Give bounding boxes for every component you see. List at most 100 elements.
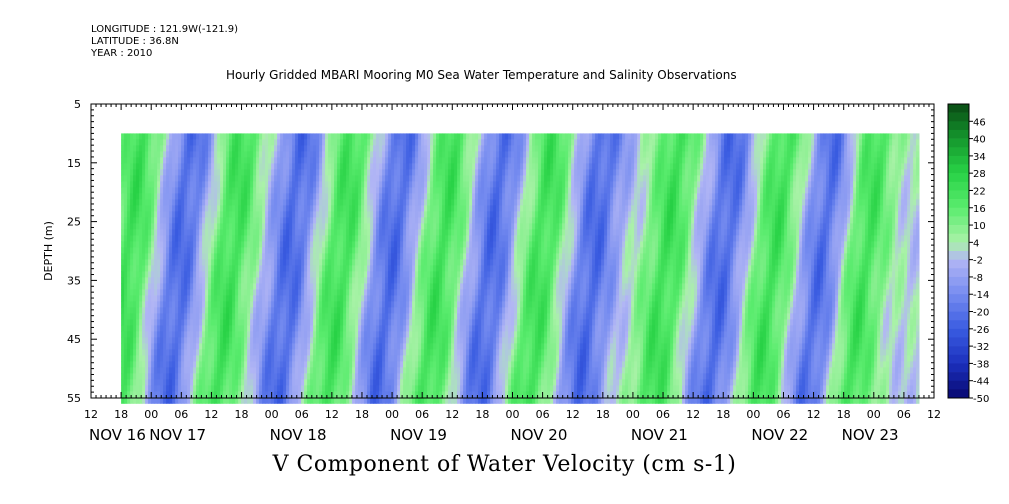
heatmap-cell bbox=[130, 235, 134, 242]
heatmap-cell bbox=[322, 355, 326, 362]
heatmap-cell bbox=[319, 211, 323, 218]
heatmap-cell bbox=[130, 277, 134, 284]
heatmap-cell bbox=[301, 367, 305, 374]
heatmap-cell bbox=[124, 163, 128, 170]
heatmap-cell bbox=[394, 277, 398, 284]
heatmap-cell bbox=[169, 301, 173, 308]
heatmap-cell bbox=[157, 271, 161, 278]
heatmap-cell bbox=[388, 151, 392, 158]
heatmap-cell bbox=[211, 361, 215, 368]
heatmap-cell bbox=[409, 325, 413, 332]
heatmap-cell bbox=[397, 265, 401, 272]
heatmap-cell bbox=[424, 133, 428, 140]
heatmap-cell bbox=[253, 253, 257, 260]
heatmap-cell bbox=[178, 247, 182, 254]
heatmap-cell bbox=[415, 361, 419, 368]
heatmap-cell bbox=[406, 331, 410, 338]
heatmap-cell bbox=[451, 307, 455, 314]
heatmap-cell bbox=[268, 217, 272, 224]
heatmap-cell bbox=[163, 241, 167, 248]
heatmap-cell bbox=[262, 385, 266, 392]
heatmap-cell bbox=[181, 133, 185, 140]
heatmap-cell bbox=[241, 391, 245, 398]
heatmap-cell bbox=[439, 259, 443, 266]
heatmap-cell bbox=[196, 217, 200, 224]
heatmap-cell bbox=[202, 313, 206, 320]
heatmap-cell bbox=[331, 205, 335, 212]
heatmap-cell bbox=[337, 247, 341, 254]
heatmap-cell bbox=[175, 313, 179, 320]
heatmap-cell bbox=[430, 397, 434, 404]
heatmap-cell bbox=[169, 193, 173, 200]
heatmap-cell bbox=[274, 277, 278, 284]
heatmap-cell bbox=[241, 397, 245, 404]
heatmap-cell bbox=[139, 289, 143, 296]
heatmap-cell bbox=[379, 391, 383, 398]
heatmap-cell bbox=[265, 145, 269, 152]
heatmap-cell bbox=[385, 391, 389, 398]
heatmap-cell bbox=[337, 295, 341, 302]
heatmap-cell bbox=[229, 391, 233, 398]
heatmap-cell bbox=[328, 157, 332, 164]
heatmap-cell bbox=[259, 295, 263, 302]
heatmap-cell bbox=[232, 301, 236, 308]
heatmap-cell bbox=[367, 265, 371, 272]
heatmap-cell bbox=[301, 325, 305, 332]
heatmap-cell bbox=[451, 193, 455, 200]
heatmap-cell bbox=[268, 337, 272, 344]
heatmap-cell bbox=[139, 241, 143, 248]
heatmap-cell bbox=[193, 199, 197, 206]
heatmap-cell bbox=[331, 241, 335, 248]
heatmap-cell bbox=[220, 295, 224, 302]
heatmap-cell bbox=[220, 349, 224, 356]
heatmap-cell bbox=[154, 307, 158, 314]
heatmap-cell bbox=[211, 283, 215, 290]
heatmap-cell bbox=[421, 283, 425, 290]
heatmap-cell bbox=[193, 289, 197, 296]
heatmap-cell bbox=[256, 211, 260, 218]
heatmap-cell bbox=[301, 307, 305, 314]
heatmap-cell bbox=[169, 247, 173, 254]
heatmap-cell bbox=[343, 199, 347, 206]
heatmap-cell bbox=[142, 229, 146, 236]
heatmap-cell bbox=[235, 361, 239, 368]
heatmap-cell bbox=[373, 145, 377, 152]
heatmap-cell bbox=[142, 259, 146, 266]
heatmap-cell bbox=[436, 187, 440, 194]
heatmap-cell bbox=[337, 397, 341, 404]
heatmap-cell bbox=[232, 217, 236, 224]
heatmap-cell bbox=[169, 133, 173, 140]
heatmap-cell bbox=[130, 289, 134, 296]
heatmap-cell bbox=[451, 205, 455, 212]
heatmap-cell bbox=[298, 217, 302, 224]
heatmap-cell bbox=[391, 277, 395, 284]
heatmap-cell bbox=[403, 253, 407, 260]
heatmap-cell bbox=[238, 325, 242, 332]
heatmap-cell bbox=[136, 391, 140, 398]
heatmap-cell bbox=[319, 349, 323, 356]
heatmap-cell bbox=[334, 151, 338, 158]
heatmap-cell bbox=[349, 211, 353, 218]
heatmap-cell bbox=[310, 241, 314, 248]
heatmap-cell bbox=[343, 163, 347, 170]
heatmap-cell bbox=[139, 175, 143, 182]
heatmap-cell bbox=[142, 151, 146, 158]
heatmap-cell bbox=[148, 151, 152, 158]
heatmap-cell bbox=[409, 259, 413, 266]
heatmap-cell bbox=[217, 295, 221, 302]
heatmap-cell bbox=[298, 277, 302, 284]
heatmap-cell bbox=[196, 271, 200, 278]
heatmap-cell bbox=[388, 283, 392, 290]
heatmap-cell bbox=[250, 355, 254, 362]
heatmap-cell bbox=[373, 187, 377, 194]
heatmap-cell bbox=[376, 265, 380, 272]
heatmap-cell bbox=[130, 217, 134, 224]
heatmap-cell bbox=[325, 283, 329, 290]
heatmap-cell bbox=[349, 367, 353, 374]
heatmap-cell bbox=[133, 145, 137, 152]
heatmap-cell bbox=[283, 397, 287, 404]
heatmap-cell bbox=[343, 385, 347, 392]
heatmap-cell bbox=[211, 181, 215, 188]
heatmap-cell bbox=[121, 163, 125, 170]
heatmap-cell bbox=[379, 187, 383, 194]
